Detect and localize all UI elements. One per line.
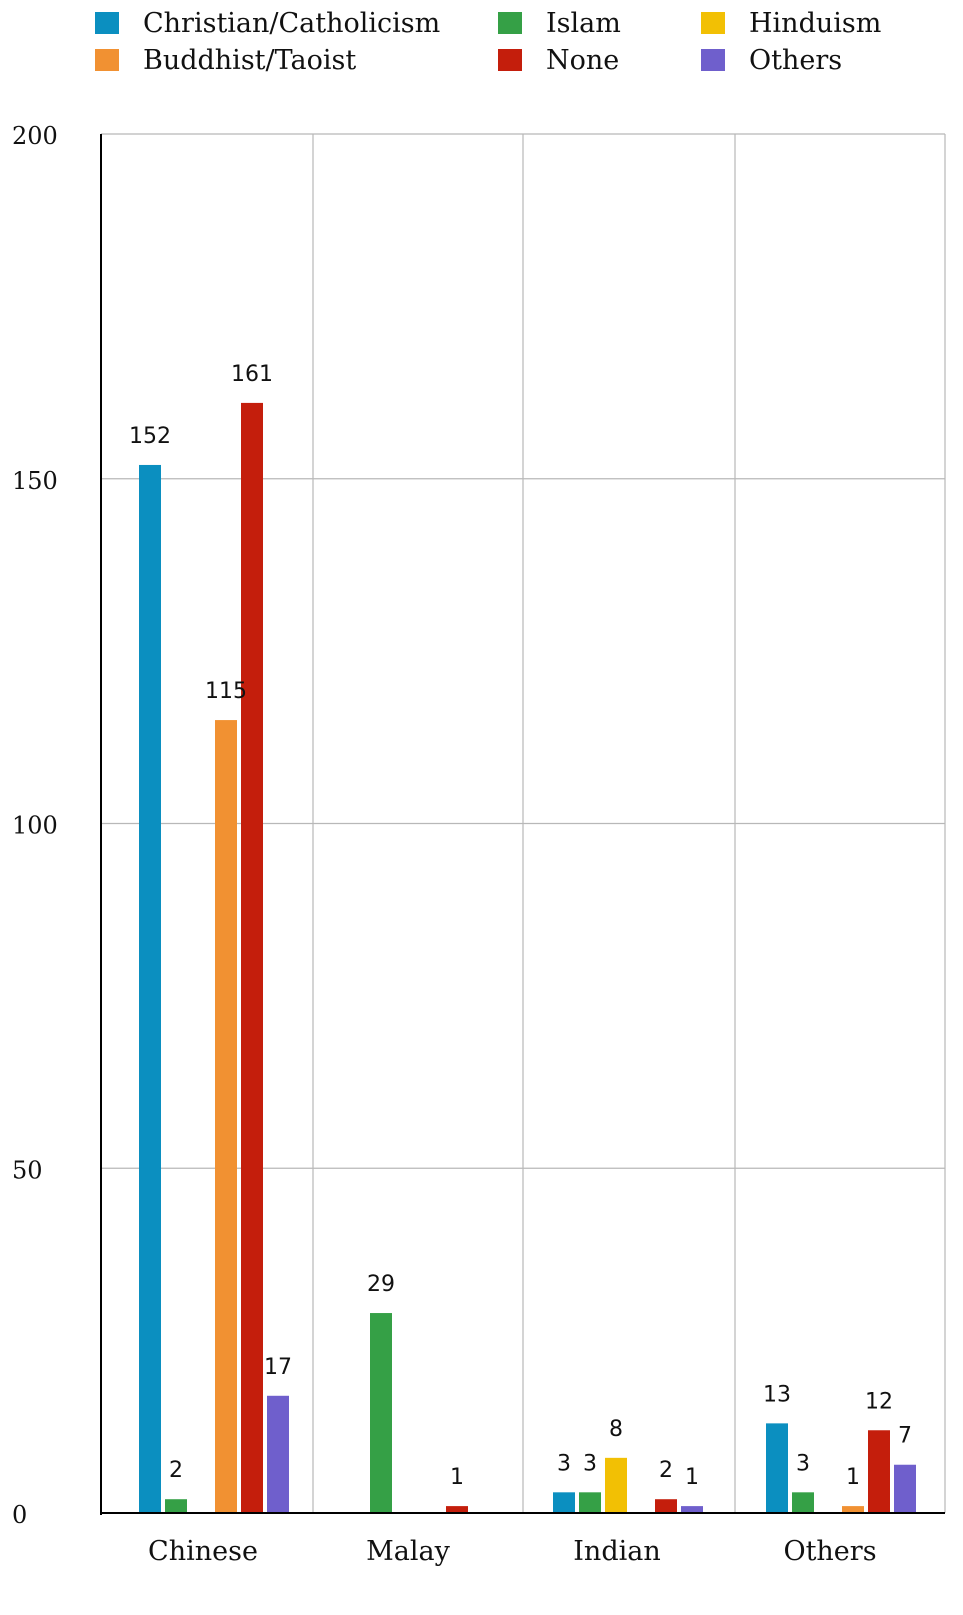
y-tick-label-200: 200 xyxy=(12,122,58,150)
bar-others-islam xyxy=(792,1492,814,1513)
legend-item-buddhist-taoist[interactable]: Buddhist/Taoist xyxy=(95,45,356,76)
x-tick-label-others: Others xyxy=(783,1536,876,1567)
data-label-others-none: 12 xyxy=(865,1389,893,1414)
legend-item-hinduism[interactable]: Hinduism xyxy=(701,8,881,39)
data-label-indian-others: 1 xyxy=(685,1465,699,1490)
legend-label-islam: Islam xyxy=(546,8,621,39)
bar-others-others xyxy=(894,1464,916,1513)
bar-chinese-others xyxy=(267,1395,289,1513)
data-label-others-christian-catholicism: 13 xyxy=(763,1382,791,1407)
legend-label-none: None xyxy=(546,45,619,76)
bar-chinese-christian-catholicism xyxy=(139,464,161,1514)
legend-swatch-others xyxy=(701,49,725,71)
data-label-chinese-none: 161 xyxy=(231,362,273,387)
x-tick-label-malay: Malay xyxy=(366,1536,450,1567)
data-label-others-buddhist-taoist: 1 xyxy=(846,1465,860,1490)
bar-others-buddhist-taoist xyxy=(842,1506,864,1513)
axes xyxy=(100,134,945,1515)
y-tick-label-100: 100 xyxy=(12,812,58,840)
data-label-chinese-christian-catholicism: 152 xyxy=(129,424,171,449)
x-tick-label-chinese: Chinese xyxy=(148,1536,258,1567)
legend: Christian/Catholicism Islam Hinduism Buddhi… xyxy=(95,8,881,76)
data-label-chinese-buddhist-taoist: 115 xyxy=(205,679,247,704)
legend-label-buddhist-taoist: Buddhist/Taoist xyxy=(143,45,356,76)
legend-swatch-christian-catholicism xyxy=(95,12,119,34)
bar-indian-hinduism xyxy=(605,1457,627,1513)
legend-label-christian-catholicism: Christian/Catholicism xyxy=(143,8,440,39)
y-tick-label-50: 50 xyxy=(12,1156,43,1184)
bar-indian-none xyxy=(655,1499,677,1513)
bar-malay-none xyxy=(446,1506,468,1513)
bar-indian-islam xyxy=(579,1492,601,1513)
data-label-malay-none: 1 xyxy=(450,1465,464,1490)
data-label-others-others: 7 xyxy=(898,1424,912,1449)
legend-item-others[interactable]: Others xyxy=(701,45,842,76)
bars xyxy=(139,402,916,1514)
x-tick-labels: Chinese Malay Indian Others xyxy=(148,1536,877,1567)
legend-item-christian-catholicism[interactable]: Christian/Catholicism xyxy=(95,8,440,39)
data-label-indian-islam: 3 xyxy=(583,1451,597,1476)
data-label-indian-christian-catholicism: 3 xyxy=(557,1451,571,1476)
bar-indian-others xyxy=(681,1506,703,1513)
legend-item-none[interactable]: None xyxy=(498,45,619,76)
legend-item-islam[interactable]: Islam xyxy=(498,8,621,39)
data-label-malay-islam: 29 xyxy=(367,1272,395,1297)
y-tick-labels: 0 50 100 150 200 xyxy=(12,122,58,1529)
legend-swatch-islam xyxy=(498,12,522,34)
data-label-chinese-islam: 2 xyxy=(169,1458,183,1483)
y-tick-label-150: 150 xyxy=(12,467,58,495)
legend-label-hinduism: Hinduism xyxy=(749,8,881,39)
legend-label-others: Others xyxy=(749,45,842,76)
legend-swatch-buddhist-taoist xyxy=(95,49,119,71)
bar-chinese-buddhist-taoist xyxy=(215,720,237,1513)
bar-others-christian-catholicism xyxy=(766,1423,788,1513)
data-label-others-islam: 3 xyxy=(796,1451,810,1476)
legend-swatch-hinduism xyxy=(701,12,725,34)
bar-chinese-none xyxy=(241,402,263,1513)
data-label-chinese-others: 17 xyxy=(264,1355,292,1380)
data-label-indian-none: 2 xyxy=(659,1458,673,1483)
bar-malay-islam xyxy=(370,1313,392,1513)
x-tick-label-indian: Indian xyxy=(573,1536,660,1567)
bar-indian-christian-catholicism xyxy=(553,1492,575,1513)
y-tick-label-0: 0 xyxy=(12,1501,27,1529)
data-label-indian-hinduism: 8 xyxy=(609,1417,623,1442)
bar-others-none xyxy=(868,1430,890,1513)
bar-chinese-islam xyxy=(165,1499,187,1513)
legend-swatch-none xyxy=(498,49,522,71)
